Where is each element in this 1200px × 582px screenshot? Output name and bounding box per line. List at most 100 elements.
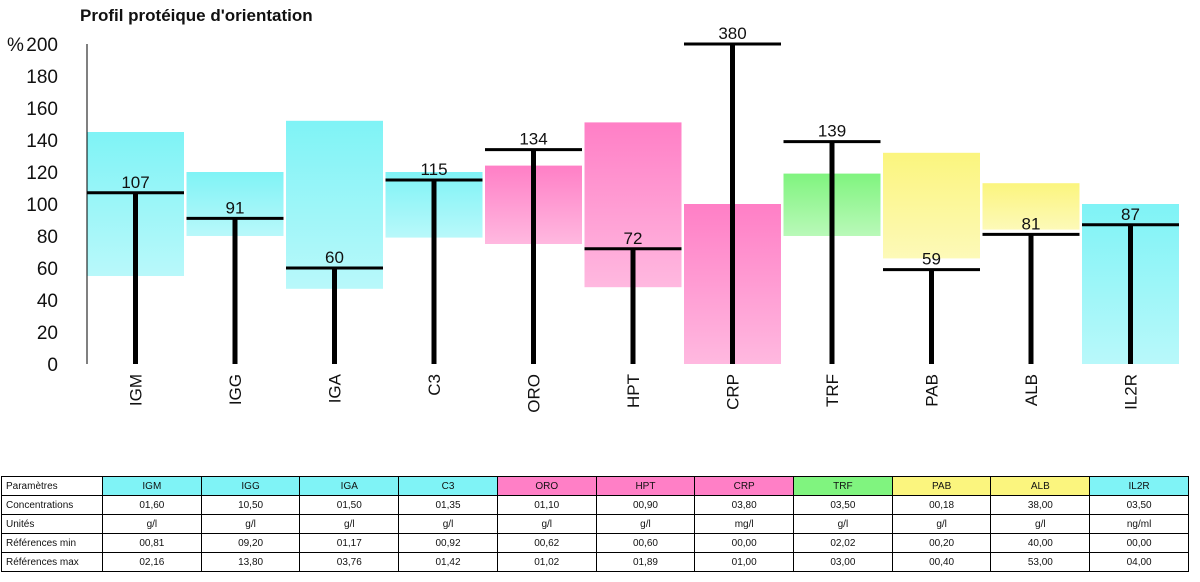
table-row: Unités g/l g/l g/l g/l g/l g/l mg/l g/l g/l g/l ng/… — [1, 514, 1189, 534]
table-cell: mg/l — [694, 514, 795, 534]
table-cell: 38,00 — [990, 495, 1091, 515]
y-axis: 0 20 40 60 80 100 120 140 160 180 200% — [7, 35, 88, 376]
table-cell: 01,42 — [398, 552, 498, 572]
value-label-il2r: 87 — [1121, 205, 1140, 224]
x-tick-label-pab: PAB — [923, 374, 942, 407]
table-cell: 00,90 — [595, 495, 696, 515]
table-cell: ng/ml — [1089, 514, 1189, 534]
table-cell: g/l — [793, 514, 893, 534]
value-label-alb: 81 — [1022, 214, 1041, 233]
table-cell: 01,89 — [595, 552, 696, 572]
table-row: Paramètres IGM IGG IGA C3 ORO HPT CRP TRF PAB ALB I… — [1, 476, 1189, 496]
table-cell: 01,10 — [496, 495, 597, 515]
table-header-cell: IGA — [299, 476, 400, 496]
table-cell: 01,50 — [299, 495, 400, 515]
table-cell: 02,16 — [102, 552, 202, 572]
x-tick-label-iga: IGA — [326, 373, 345, 403]
reference-band-iga — [286, 120, 383, 289]
table-cell: 00,18 — [891, 495, 992, 515]
x-tick-label-crp: CRP — [724, 374, 743, 410]
table-cell: g/l — [200, 514, 301, 534]
x-tick-label-igg: IGG — [226, 374, 245, 405]
value-label-iga: 60 — [325, 248, 344, 267]
x-tick-label-igm: IGM — [127, 374, 146, 406]
table-cell: 03,50 — [1089, 495, 1189, 515]
y-tick-label: 0 — [47, 355, 58, 376]
y-tick-label: 200 — [26, 35, 58, 56]
table-cell: 03,76 — [299, 552, 400, 572]
table-header-cell: C3 — [398, 476, 498, 496]
table-cell: 53,00 — [990, 552, 1091, 572]
x-tick-label-oro: ORO — [525, 374, 544, 413]
table-header-cell: TRF — [793, 476, 893, 496]
value-label-igg: 91 — [226, 198, 245, 217]
value-label-igm: 107 — [121, 173, 149, 192]
y-axis-label: % — [7, 35, 24, 56]
table-cell: 00,62 — [496, 533, 597, 553]
x-tick-label-c3: C3 — [425, 374, 444, 396]
table-row: Références min 00,81 09,20 01,17 00,92 00,62 0… — [1, 533, 1189, 553]
table-cell: g/l — [398, 514, 498, 534]
table-row: Références max 02,16 13,80 03,76 01,42 01,02 0… — [1, 552, 1189, 572]
table-cell: 00,40 — [891, 552, 992, 572]
table-cell: 03,80 — [694, 495, 795, 515]
x-tick-label-trf: TRF — [823, 374, 842, 407]
reference-band-alb — [982, 183, 1080, 230]
y-tick-label: 160 — [26, 99, 58, 120]
table-cell: 04,00 — [1089, 552, 1189, 572]
table-cell: g/l — [496, 514, 597, 534]
y-tick-label: 60 — [37, 259, 58, 280]
table-cell: 01,35 — [398, 495, 498, 515]
table-cell: 03,00 — [793, 552, 893, 572]
y-tick-label: 20 — [37, 323, 58, 344]
table-cell: 09,20 — [200, 533, 301, 553]
table-cell: g/l — [891, 514, 992, 534]
value-label-pab: 59 — [922, 250, 941, 269]
x-tick-label-alb: ALB — [1022, 374, 1041, 406]
y-tick-label: 180 — [26, 67, 58, 88]
table-header-cell: IGM — [102, 476, 202, 496]
table-cell: 02,02 — [793, 533, 893, 553]
table-header-cell: HPT — [595, 476, 696, 496]
chart-title: Profil protéique d'orientation — [80, 6, 313, 25]
table-cell: 40,00 — [990, 533, 1091, 553]
table-row-label: Références max — [1, 552, 103, 572]
table-cell: g/l — [102, 514, 202, 534]
table-cell: 00,00 — [694, 533, 795, 553]
table-cell: 01,00 — [694, 552, 795, 572]
value-label-trf: 139 — [818, 122, 846, 141]
y-tick-label: 100 — [26, 195, 58, 216]
table-cell: 00,20 — [891, 533, 992, 553]
x-tick-label-hpt: HPT — [624, 374, 643, 408]
value-label-oro: 134 — [519, 130, 547, 149]
table-cell: 00,81 — [102, 533, 202, 553]
y-tick-label: 80 — [37, 227, 58, 248]
reference-band-pab — [883, 152, 980, 259]
table-header-cell: ORO — [496, 476, 597, 496]
table-cell: 10,50 — [200, 495, 301, 515]
table-cell: 03,50 — [793, 495, 893, 515]
value-markers: 107 91 60 115 134 72 380 139 59 81 87 — [87, 24, 1179, 364]
y-tick-label: 40 — [37, 291, 58, 312]
value-label-c3: 115 — [420, 160, 447, 179]
table-row-label: Références min — [1, 533, 103, 553]
table-cell: 13,80 — [200, 552, 301, 572]
table-header-cell: IGG — [200, 476, 301, 496]
table-row-label: Concentrations — [1, 495, 103, 515]
table-cell: g/l — [299, 514, 400, 534]
table-row-label: Unités — [1, 514, 103, 534]
value-label-hpt: 72 — [624, 229, 643, 248]
x-axis-labels: IGM IGG IGA C3 ORO HPT CRP TRF PAB ALB IL2R — [127, 373, 1141, 412]
table-cell: 00,92 — [398, 533, 498, 553]
y-tick-label: 120 — [26, 163, 58, 184]
table-row: Concentrations 01,60 10,50 01,50 01,35 01,10 0… — [1, 495, 1189, 515]
table-header-cell: CRP — [694, 476, 795, 496]
table-row-label: Paramètres — [1, 476, 103, 496]
x-tick-label-il2r: IL2R — [1122, 374, 1141, 410]
table-cell: 01,17 — [299, 533, 400, 553]
value-label-crp: 380 — [718, 24, 746, 43]
table-cell: 00,60 — [595, 533, 696, 553]
table-cell: 00,00 — [1089, 533, 1189, 553]
table-cell: g/l — [595, 514, 696, 534]
